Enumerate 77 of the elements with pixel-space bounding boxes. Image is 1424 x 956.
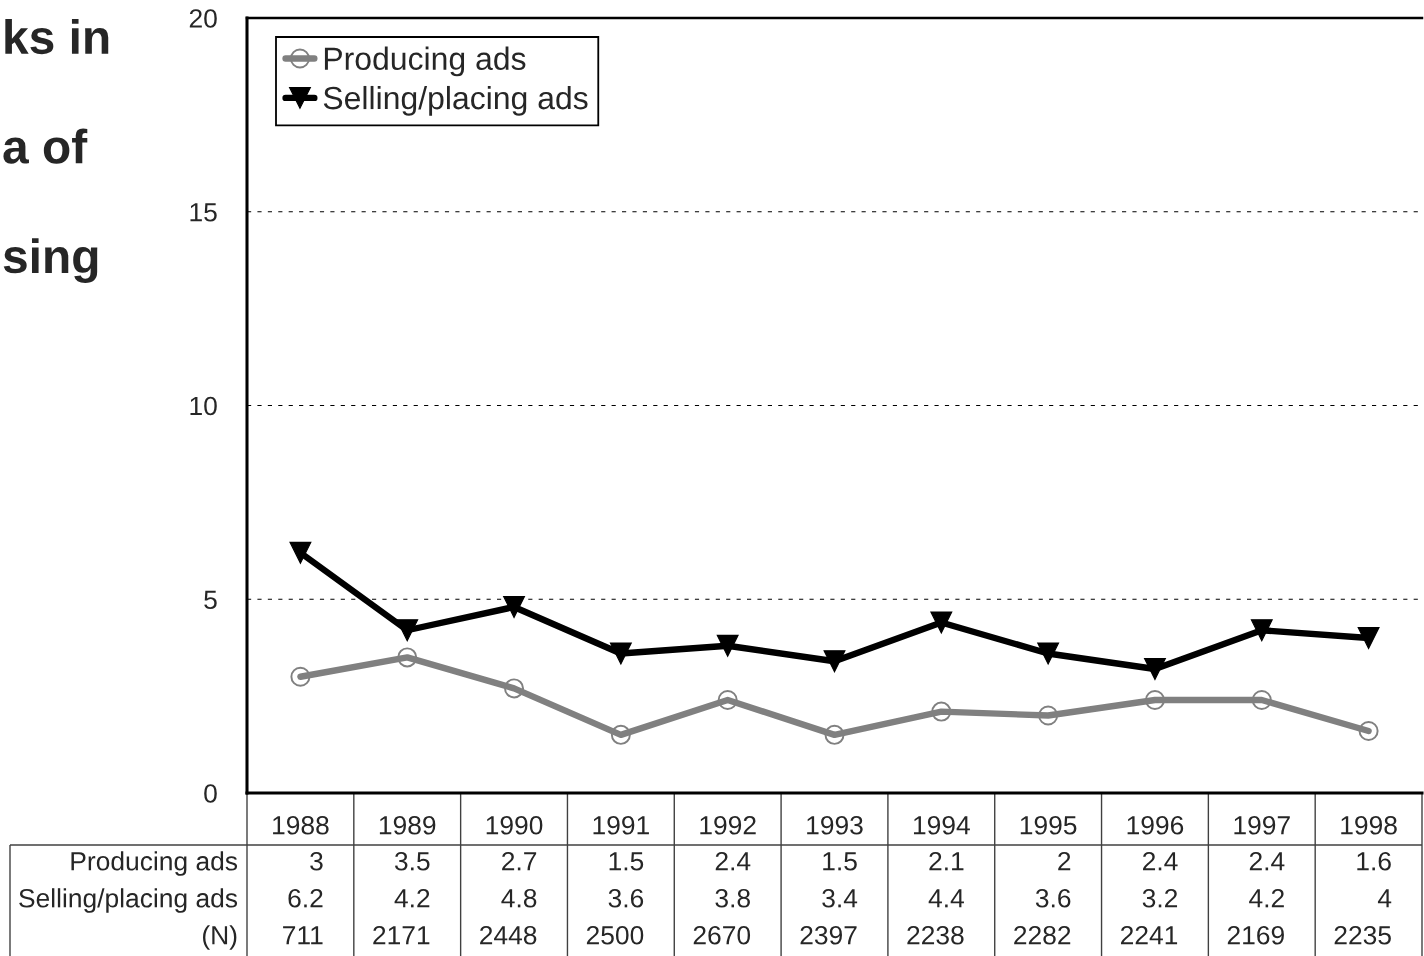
x-tick-label: 1990 bbox=[486, 815, 543, 835]
text: 2448 bbox=[480, 925, 537, 945]
point bbox=[931, 701, 952, 722]
data-label: 3.8 bbox=[715, 888, 750, 908]
point bbox=[610, 724, 631, 745]
data-label: 2.7 bbox=[502, 851, 537, 871]
point bbox=[397, 647, 418, 668]
data-label: 3.5 bbox=[394, 851, 430, 871]
x-tick-label: 1993 bbox=[807, 815, 863, 835]
x-tick-label: 1998 bbox=[1341, 815, 1397, 835]
y-tick-label: 0 bbox=[204, 784, 217, 803]
text: 2397 bbox=[800, 925, 857, 945]
legend-label: Producing ads bbox=[324, 46, 526, 77]
point bbox=[1143, 658, 1166, 680]
point bbox=[1358, 721, 1379, 741]
data-label: 3 bbox=[310, 851, 323, 871]
data-label: 3.4 bbox=[822, 888, 858, 908]
data-label: 2.4 bbox=[1143, 851, 1178, 871]
point bbox=[717, 690, 738, 710]
text: 2171 bbox=[373, 925, 430, 945]
point bbox=[824, 724, 845, 745]
data-label: 2.1 bbox=[929, 851, 964, 871]
text: 2169 bbox=[1227, 925, 1284, 945]
x-tick-label: 1994 bbox=[913, 815, 970, 835]
data-label: 4.2 bbox=[1249, 888, 1284, 908]
text: 2241 bbox=[1120, 925, 1178, 945]
x-tick-label: 1991 bbox=[593, 815, 649, 835]
point bbox=[609, 642, 632, 665]
data-label: 2.4 bbox=[1249, 851, 1285, 871]
point bbox=[1250, 619, 1273, 642]
data-label: 1.5 bbox=[609, 852, 644, 871]
text: 2500 bbox=[586, 925, 644, 945]
point bbox=[930, 611, 953, 634]
data-label: 3.6 bbox=[608, 888, 644, 908]
point bbox=[823, 650, 846, 673]
text: 2238 bbox=[907, 925, 964, 945]
point bbox=[504, 678, 525, 699]
y-tick-label: 20 bbox=[189, 9, 217, 28]
data-label: 2 bbox=[1058, 851, 1071, 871]
point bbox=[289, 541, 312, 564]
data-label: 1.6 bbox=[1357, 851, 1391, 871]
text: Selling/placing ads bbox=[19, 888, 238, 913]
point bbox=[716, 634, 739, 657]
legend-label: Selling/placing ads bbox=[323, 85, 588, 116]
point bbox=[396, 619, 419, 642]
text: 2670 bbox=[693, 925, 751, 945]
x-tick-label: 1989 bbox=[379, 815, 436, 835]
point bbox=[1037, 642, 1060, 665]
text: (N) bbox=[203, 925, 237, 950]
point bbox=[503, 596, 526, 618]
text: 711 bbox=[283, 926, 323, 945]
data-label: 4 bbox=[1377, 889, 1392, 908]
point bbox=[1251, 690, 1272, 710]
data-label: 4.8 bbox=[501, 888, 537, 908]
y-tick-label: 5 bbox=[204, 590, 217, 610]
point bbox=[1144, 690, 1165, 710]
text: 2282 bbox=[1014, 925, 1071, 945]
y-tick-label: 10 bbox=[190, 396, 217, 416]
point bbox=[1357, 627, 1380, 649]
point bbox=[1038, 705, 1059, 726]
data-label: 1.5 bbox=[823, 852, 857, 871]
x-tick-label: 1997 bbox=[1234, 815, 1290, 835]
text: Producing ads bbox=[71, 851, 238, 876]
data-label: 3.6 bbox=[1035, 888, 1071, 908]
x-tick-label: 1995 bbox=[1020, 815, 1077, 835]
data-label: 4.2 bbox=[394, 888, 430, 908]
chart-title: ks in a of sing bbox=[3, 18, 109, 284]
x-tick-label: 1988 bbox=[273, 815, 329, 835]
x-tick-label: 1996 bbox=[1127, 815, 1184, 835]
data-label: 3.2 bbox=[1142, 888, 1178, 908]
data-label: 4.4 bbox=[928, 889, 964, 908]
point bbox=[290, 666, 311, 687]
data-label: 2.4 bbox=[715, 851, 751, 871]
data-label: 6.2 bbox=[288, 888, 323, 908]
x-tick-label: 1992 bbox=[700, 815, 756, 835]
text: 2235 bbox=[1334, 925, 1391, 945]
y-tick-label: 15 bbox=[190, 203, 217, 222]
